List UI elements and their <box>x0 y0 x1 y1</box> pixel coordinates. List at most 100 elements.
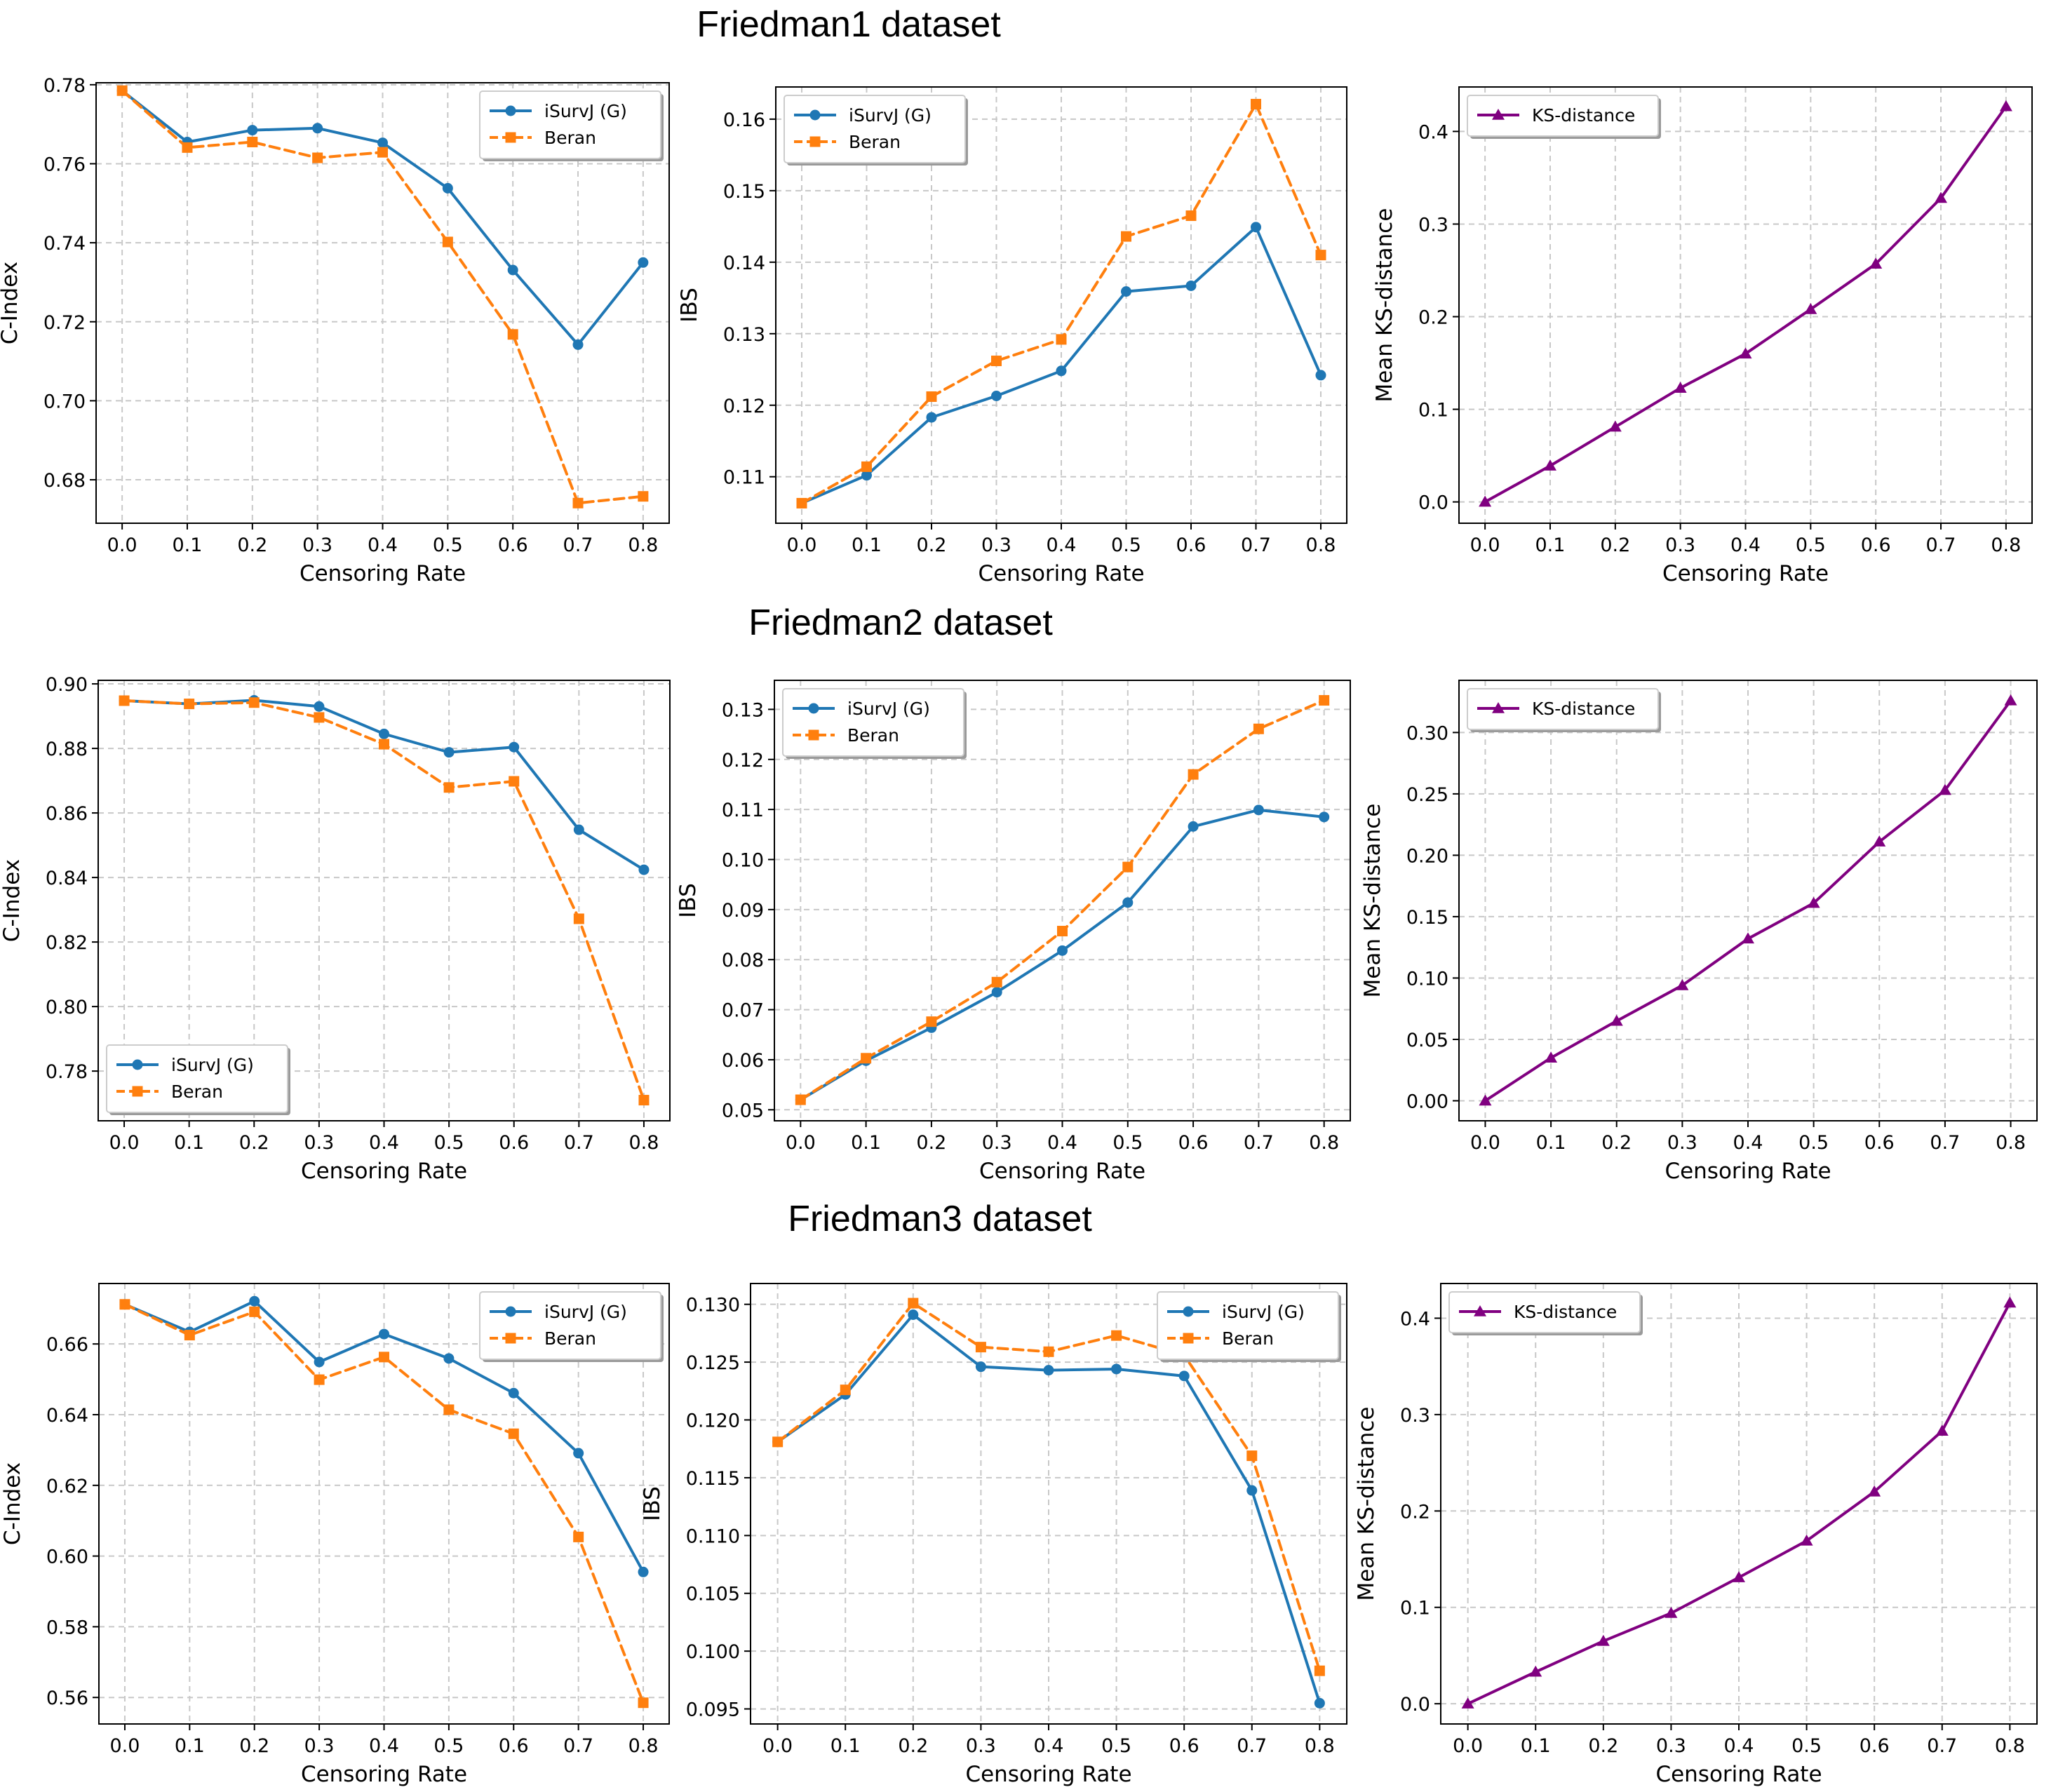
legend: iSurvJ (G) Beran <box>479 1291 664 1362</box>
x-tick-label: 0.3 <box>966 1735 996 1757</box>
legend-box <box>782 688 964 757</box>
y-tick-label: 0.3 <box>1418 214 1448 236</box>
x-tick-label: 0.6 <box>1860 1735 1890 1757</box>
data-point-triangle <box>1868 1485 1881 1497</box>
x-axis-label: Censoring Rate <box>979 1159 1145 1184</box>
y-tick-label: 0.05 <box>1406 1030 1448 1051</box>
data-point-circle <box>926 412 937 423</box>
x-tick-label: 0.6 <box>499 1132 529 1154</box>
x-tick-label: 0.3 <box>982 1132 1012 1154</box>
data-point-square <box>442 236 453 248</box>
data-point-triangle <box>1665 1606 1678 1618</box>
legend-box <box>1448 1291 1641 1333</box>
data-point-circle <box>573 824 584 835</box>
chart-5: 0.0 0.1 0.2 0.3 0.4 0.5 0.6 0.7 0.8 0.05 0.06 0.07 0… <box>675 680 1351 1184</box>
x-tick-label: 0.8 <box>628 1132 659 1154</box>
legend-label: iSurvJ (G) <box>171 1055 254 1075</box>
y-tick-label: 0.25 <box>1406 784 1448 806</box>
data-point-square <box>379 1352 389 1363</box>
legend-label: Beran <box>544 128 596 148</box>
y-tick-label: 0.100 <box>686 1641 740 1663</box>
data-point-square <box>573 913 584 924</box>
x-tick-label: 0.2 <box>237 534 267 556</box>
legend-marker-circle <box>505 1306 516 1317</box>
legend-label: Beran <box>544 1328 596 1349</box>
y-tick-label: 0.70 <box>43 391 86 412</box>
y-tick-label: 0.12 <box>722 750 764 772</box>
data-point-triangle <box>1935 1424 1949 1436</box>
data-point-square <box>1122 861 1134 873</box>
data-point-square <box>182 142 193 153</box>
data-point-circle <box>573 1448 584 1459</box>
x-tick-label: 0.7 <box>1244 1132 1274 1154</box>
y-tick-label: 0.15 <box>723 181 765 203</box>
x-axis-label: Censoring Rate <box>1665 1159 1831 1184</box>
x-tick-label: 0.0 <box>1453 1735 1483 1757</box>
x-tick-label: 0.1 <box>173 534 203 556</box>
data-point-square <box>314 1374 325 1385</box>
legend: iSurvJ (G) Beran <box>479 90 664 161</box>
data-point-circle <box>975 1361 986 1373</box>
legend-label: Beran <box>171 1082 223 1102</box>
x-tick-label: 0.4 <box>1047 1132 1077 1154</box>
y-tick-label: 0.14 <box>723 252 765 274</box>
data-point-triangle <box>1938 783 1951 795</box>
legend-marker-square <box>1183 1333 1194 1344</box>
x-tick-label: 0.3 <box>1656 1735 1686 1757</box>
data-point-square <box>508 1428 519 1439</box>
data-point-square <box>507 329 518 340</box>
y-tick-label: 0.76 <box>43 154 86 175</box>
data-point-square <box>991 976 1002 988</box>
data-point-square <box>119 695 130 706</box>
y-tick-label: 0.90 <box>46 674 88 696</box>
data-point-square <box>312 152 323 163</box>
data-point-circle <box>991 987 1002 998</box>
x-tick-label: 0.4 <box>1733 1132 1763 1154</box>
data-point-triangle <box>1596 1634 1610 1646</box>
x-tick-label: 0.4 <box>1047 534 1077 556</box>
data-point-circle <box>1314 1697 1325 1709</box>
data-point-square <box>1188 769 1199 780</box>
legend-box <box>1157 1291 1339 1360</box>
x-tick-label: 0.1 <box>831 1735 861 1757</box>
data-point-circle <box>1056 365 1067 377</box>
legend-box <box>1467 688 1659 730</box>
chart-6: 0.0 0.1 0.2 0.3 0.4 0.5 0.6 0.7 0.8 0.00 0.05 0.10 0… <box>1360 680 2038 1184</box>
chart-4: 0.0 0.1 0.2 0.3 0.4 0.5 0.6 0.7 0.8 0.78 0.80 0.82 0… <box>0 674 671 1184</box>
data-point-circle <box>249 1295 260 1307</box>
legend-label: KS-distance <box>1532 699 1635 719</box>
data-point-circle <box>508 1387 519 1399</box>
chart-9: 0.0 0.1 0.2 0.3 0.4 0.5 0.6 0.7 0.8 0.0 0.1 0.2 0.3 0… <box>1354 1283 2038 1787</box>
data-point-circle <box>314 701 325 712</box>
x-tick-label: 0.5 <box>1791 1735 1822 1757</box>
data-point-square <box>379 739 389 750</box>
x-tick-label: 0.8 <box>1306 534 1336 556</box>
legend-label: Beran <box>1222 1328 1274 1349</box>
data-point-square <box>248 697 260 708</box>
x-tick-label: 0.7 <box>1241 534 1271 556</box>
data-point-circle <box>314 1356 325 1368</box>
y-tick-label: 0.3 <box>1400 1405 1430 1427</box>
y-tick-label: 0.84 <box>46 868 88 889</box>
x-tick-label: 0.2 <box>917 534 947 556</box>
row-title-friedman3: Friedman3 dataset <box>788 1199 1092 1239</box>
x-tick-label: 0.0 <box>786 1132 816 1154</box>
y-tick-label: 0.10 <box>1406 968 1448 990</box>
x-tick-label: 0.3 <box>304 1735 335 1757</box>
data-point-triangle <box>1873 835 1886 847</box>
data-point-circle <box>1111 1363 1122 1375</box>
data-point-square <box>1121 231 1131 242</box>
x-tick-label: 0.2 <box>1601 1132 1632 1154</box>
y-tick-label: 0.72 <box>43 312 86 334</box>
y-tick-label: 0.30 <box>1406 722 1448 744</box>
x-tick-label: 0.2 <box>916 1132 946 1154</box>
data-point-square <box>795 1094 806 1105</box>
x-tick-label: 0.1 <box>1535 534 1566 556</box>
data-point-square <box>1246 1450 1258 1462</box>
legend: KS-distance <box>1467 688 1661 732</box>
data-point-circle <box>1122 897 1134 908</box>
x-axis-label: Censoring Rate <box>301 1159 467 1184</box>
x-tick-label: 0.7 <box>563 534 593 556</box>
data-point-triangle <box>1461 1697 1474 1709</box>
y-tick-label: 0.07 <box>722 1000 764 1022</box>
